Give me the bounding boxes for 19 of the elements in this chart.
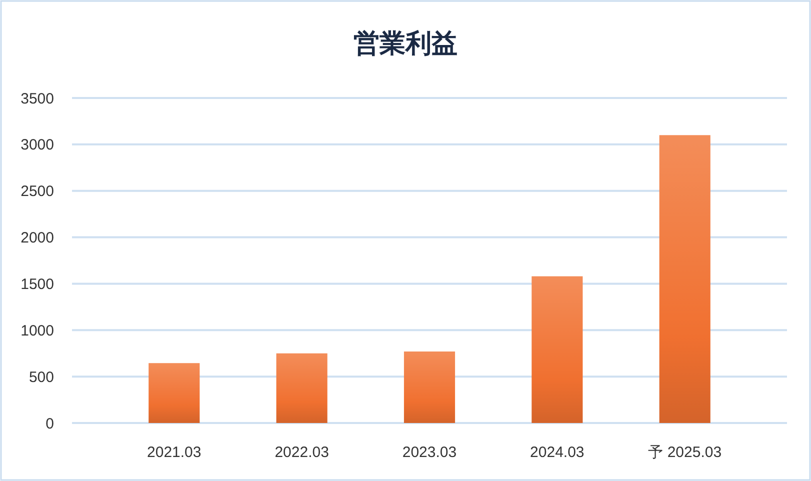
y-tick-label: 3500	[20, 90, 54, 108]
y-tick-label: 1000	[20, 322, 54, 340]
bar	[659, 135, 710, 423]
x-tick-label: 2021.03	[147, 444, 202, 461]
y-tick-label: 2500	[20, 183, 54, 200]
x-tick-label: 2023.03	[402, 444, 457, 461]
y-tick-label: 2000	[20, 230, 54, 247]
y-tick-label: 3000	[20, 136, 54, 154]
bar	[148, 363, 200, 423]
bar	[404, 352, 456, 423]
x-tick-label: 予 2025.03	[648, 444, 722, 461]
x-tick-label: 2022.03	[274, 444, 329, 461]
chart-title: 営業利益	[354, 28, 458, 58]
x-tick-label: 2024.03	[530, 444, 584, 461]
bar	[276, 353, 328, 423]
y-tick-label: 1500	[20, 276, 54, 293]
y-tick-label: 0	[46, 415, 54, 432]
y-tick-label: 500	[28, 368, 54, 386]
bar	[532, 276, 583, 423]
